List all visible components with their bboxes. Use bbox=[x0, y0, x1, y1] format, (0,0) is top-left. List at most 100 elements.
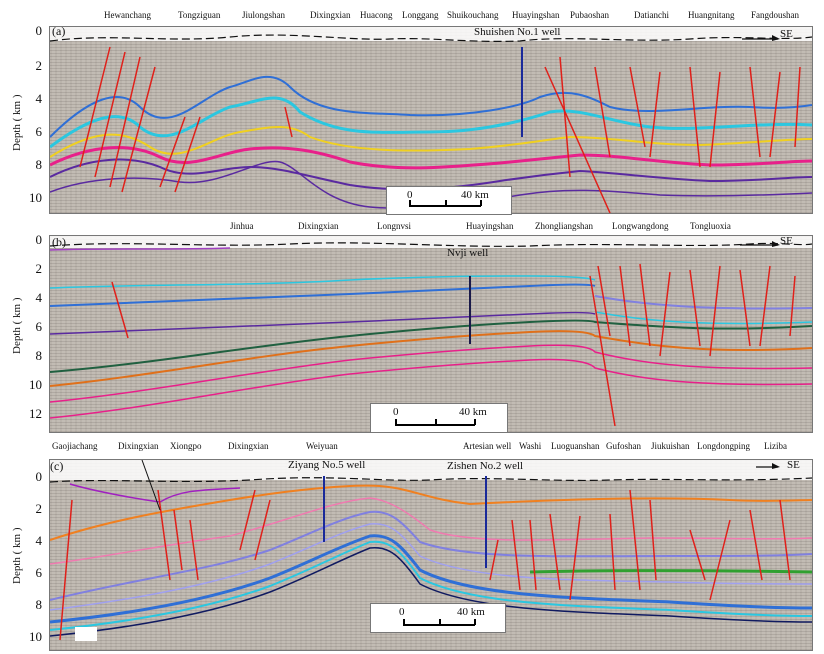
place-label: Dixingxian bbox=[298, 221, 339, 231]
fault bbox=[749, 66, 761, 158]
panel-letter: (b) bbox=[52, 235, 66, 249]
horizon bbox=[50, 484, 812, 541]
place-label: Longdongping bbox=[697, 441, 750, 451]
fault bbox=[597, 265, 611, 337]
fault bbox=[769, 71, 781, 158]
fault bbox=[254, 499, 271, 561]
horizon bbox=[529, 569, 812, 574]
scale-tick bbox=[445, 200, 447, 206]
fault bbox=[794, 66, 801, 148]
depth-tick: 8 bbox=[35, 597, 43, 612]
depth-tick: 6 bbox=[35, 319, 43, 334]
direction-arrowhead bbox=[772, 241, 780, 247]
blank-patch bbox=[75, 627, 97, 641]
depth-tick: 10 bbox=[29, 629, 42, 644]
fault bbox=[739, 269, 751, 347]
seismic-section-b bbox=[49, 235, 813, 433]
fault bbox=[639, 263, 651, 347]
scale-bar-a: 0 40 km bbox=[386, 186, 512, 215]
fault bbox=[649, 71, 661, 158]
depth-tick: 4 bbox=[35, 533, 43, 548]
scale-value: 40 km bbox=[457, 606, 485, 618]
place-label: Tongziguan bbox=[178, 10, 221, 20]
section-b-graphics bbox=[50, 236, 812, 427]
horizon bbox=[50, 96, 812, 149]
depth-tick: 10 bbox=[29, 190, 42, 205]
fault bbox=[121, 66, 156, 193]
section-c-graphics bbox=[50, 460, 812, 641]
panel-letter: (c) bbox=[50, 459, 64, 473]
place-label: Gaojiachang bbox=[52, 441, 98, 451]
horizon bbox=[50, 160, 812, 209]
fault bbox=[689, 269, 701, 347]
fault bbox=[489, 539, 499, 581]
place-label: Dixingxian bbox=[228, 441, 269, 451]
depth-tick: 8 bbox=[35, 157, 43, 172]
scale-value: 40 km bbox=[459, 406, 487, 418]
scale-tick bbox=[409, 200, 411, 206]
fault bbox=[709, 265, 721, 357]
topography-line bbox=[50, 242, 812, 247]
place-label: Liziba bbox=[764, 441, 787, 451]
fault bbox=[94, 51, 126, 178]
fault bbox=[619, 265, 631, 347]
place-label: Artesian well bbox=[463, 441, 512, 451]
horizon bbox=[50, 311, 596, 335]
horizon bbox=[50, 344, 812, 403]
place-label: Datianchi bbox=[634, 10, 669, 20]
scale-bar-c: 0 40 km bbox=[370, 603, 506, 633]
scale-line bbox=[403, 624, 475, 626]
fault bbox=[79, 46, 111, 168]
scale-tick bbox=[480, 200, 482, 206]
well-label: Shuishen No.1 well bbox=[474, 26, 561, 38]
scale-zero: 0 bbox=[407, 189, 413, 201]
horizon bbox=[50, 540, 812, 631]
place-label: Dixingxian bbox=[310, 10, 351, 20]
direction-label: SE bbox=[780, 28, 793, 40]
fault bbox=[549, 513, 561, 591]
label-leader-line bbox=[141, 460, 161, 511]
place-label: Fangdoushan bbox=[751, 10, 799, 20]
depth-tick: 12 bbox=[29, 406, 42, 421]
depth-tick: 6 bbox=[35, 565, 43, 580]
depth-tick: 0 bbox=[35, 23, 43, 38]
place-label: Xiongpo bbox=[170, 441, 202, 451]
horizon bbox=[50, 319, 812, 373]
horizon bbox=[50, 547, 812, 637]
fault bbox=[629, 66, 646, 148]
depth-tick: 4 bbox=[35, 290, 43, 305]
seismic-section-a bbox=[49, 26, 813, 214]
depth-tick: 2 bbox=[35, 58, 43, 73]
fault bbox=[189, 519, 199, 581]
horizon bbox=[50, 247, 231, 251]
place-label: Shuikouchang bbox=[447, 10, 499, 20]
panel-a: Hewanchang Tongziguan Jiulongshan Dixing… bbox=[0, 0, 824, 215]
place-label: Washi bbox=[519, 441, 542, 451]
direction-arrowhead bbox=[772, 463, 780, 469]
fault bbox=[779, 499, 791, 581]
horizon bbox=[594, 295, 812, 310]
fault bbox=[157, 489, 171, 581]
place-label: Zhongliangshan bbox=[535, 221, 593, 231]
scale-tick bbox=[439, 619, 441, 625]
scale-zero: 0 bbox=[393, 406, 399, 418]
fault bbox=[689, 66, 701, 168]
well-label: Zishen No.2 well bbox=[447, 460, 524, 472]
horizon bbox=[50, 523, 812, 611]
place-label: Tongluoxia bbox=[690, 221, 731, 231]
panel-c: Gaojiachang Dixingxian Xiongpo Dixingxia… bbox=[0, 435, 824, 654]
well-label: Ziyang No.5 well bbox=[288, 459, 366, 471]
place-label: Jinhua bbox=[230, 221, 254, 231]
fault bbox=[594, 66, 611, 158]
scale-line bbox=[409, 205, 481, 207]
horizon bbox=[594, 311, 812, 325]
horizon bbox=[50, 76, 812, 138]
scale-tick bbox=[474, 619, 476, 625]
fault bbox=[759, 265, 771, 347]
topography-line bbox=[50, 34, 812, 43]
fault bbox=[174, 116, 201, 193]
scale-tick bbox=[435, 419, 437, 425]
direction-label: SE bbox=[787, 459, 800, 471]
horizon bbox=[50, 283, 596, 307]
fault bbox=[111, 281, 129, 339]
